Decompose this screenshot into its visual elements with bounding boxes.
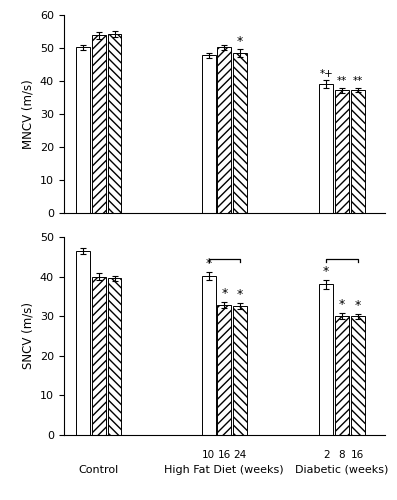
Text: 16: 16 — [218, 450, 231, 460]
Text: *: * — [221, 287, 227, 300]
Bar — [76, 251, 90, 435]
Text: 10: 10 — [202, 450, 215, 460]
Text: 2: 2 — [323, 450, 330, 460]
Text: Control: Control — [79, 464, 119, 474]
Text: 24: 24 — [233, 450, 247, 460]
Text: **: ** — [337, 76, 347, 86]
Bar — [76, 48, 90, 213]
Bar — [108, 278, 121, 435]
Text: *: * — [237, 288, 243, 302]
Text: High Fat Diet (weeks): High Fat Diet (weeks) — [164, 464, 284, 474]
Text: 16: 16 — [351, 450, 364, 460]
Text: *: * — [339, 298, 345, 312]
Bar — [319, 284, 333, 435]
Bar — [92, 36, 106, 213]
Bar — [351, 316, 364, 435]
Text: *: * — [237, 34, 243, 48]
Bar — [233, 53, 247, 213]
Text: *: * — [206, 257, 212, 270]
Text: *+: *+ — [320, 68, 333, 78]
Bar — [351, 90, 364, 213]
Y-axis label: MNCV (m/s): MNCV (m/s) — [21, 79, 34, 149]
Bar — [233, 306, 247, 435]
Bar — [335, 90, 349, 213]
Bar — [202, 276, 216, 435]
Text: Diabetic (weeks): Diabetic (weeks) — [295, 464, 389, 474]
Bar — [218, 305, 231, 435]
Y-axis label: SNCV (m/s): SNCV (m/s) — [21, 302, 34, 370]
Bar — [92, 276, 106, 435]
Text: **: ** — [353, 76, 363, 86]
Text: 8: 8 — [339, 450, 345, 460]
Bar — [319, 84, 333, 213]
Text: *: * — [323, 265, 330, 278]
Bar — [218, 48, 231, 213]
Text: *: * — [355, 299, 361, 312]
Bar — [335, 316, 349, 435]
Bar — [108, 34, 121, 213]
Bar — [202, 56, 216, 213]
